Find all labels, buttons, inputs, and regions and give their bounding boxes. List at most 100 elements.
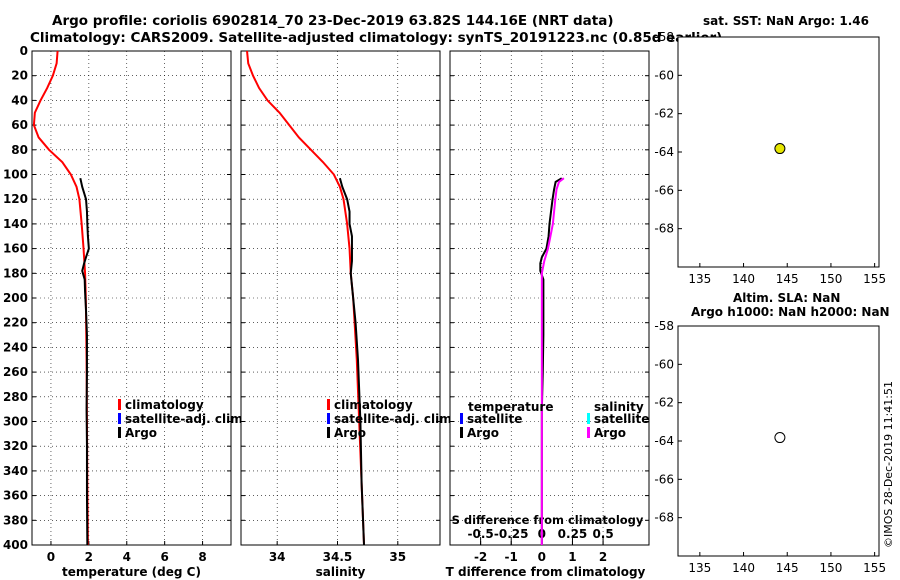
sla-map-ytick-label: -60: [654, 357, 674, 371]
sla-map-ytick-label: -64: [654, 434, 674, 448]
sal-xtick-label: 35: [389, 550, 406, 564]
diff-axes-box: [449, 50, 650, 546]
temp-legend-swatch: [118, 413, 121, 424]
depth-tick-label: 140: [3, 217, 28, 231]
depth-tick-label: 60: [11, 118, 28, 132]
temp-series-argo: [79, 177, 90, 546]
depth-tick-label: 380: [3, 513, 28, 527]
depth-tick-label: 200: [3, 291, 28, 305]
diff-sal-xtick-label: -0.25: [494, 527, 529, 541]
sla-map-xtick-label: 140: [732, 561, 755, 575]
depth-tick-label: 20: [11, 69, 28, 83]
depth-tick-label: 300: [3, 415, 28, 429]
diff-temp-legend-label: satellite: [467, 412, 522, 426]
temp-legend-swatch: [118, 399, 121, 410]
sal-legend-swatch: [327, 399, 330, 410]
diff-xtick-label: 2: [599, 550, 607, 564]
temp-xtick-label: 4: [123, 550, 131, 564]
diff-sal-axis-label: S difference from climatology: [452, 513, 644, 527]
depth-tick-label: 280: [3, 390, 28, 404]
plot-title-line1: Argo profile: coriolis 6902814_70 23-Dec…: [52, 13, 614, 29]
sal-legend-swatch: [327, 427, 330, 438]
sla-map-ytick-label: -58: [654, 319, 674, 333]
sla-map-xtick-label: 145: [776, 561, 799, 575]
depth-tick-label: 220: [3, 316, 28, 330]
temp-xlabel: temperature (deg C): [62, 565, 201, 579]
diff-sal-xtick-label: 0.25: [558, 527, 588, 541]
diff-sal-legend-label: Argo: [594, 426, 626, 440]
temp-axes-box: [31, 50, 232, 546]
depth-tick-label: 360: [3, 489, 28, 503]
sla-map-xtick-label: 155: [863, 561, 886, 575]
depth-tick-label: 260: [3, 365, 28, 379]
sst-map-ytick-label: -58: [654, 30, 674, 44]
sst-map-xtick-label: 145: [776, 272, 799, 286]
diff-sal-legend-swatch: [587, 413, 590, 424]
plot-title-line2: Climatology: CARS2009. Satellite-adjuste…: [30, 30, 723, 46]
sal-xtick-label: 34: [269, 550, 286, 564]
sal-series-argo: [338, 177, 366, 546]
sst-map-xtick-label: 140: [732, 272, 755, 286]
sst-map-argo-point: [774, 143, 786, 155]
sst-map-xtick-label: 135: [688, 272, 711, 286]
sla-map-argo-point: [774, 432, 786, 444]
sal-xtick-label: 34.5: [323, 550, 353, 564]
sst-map-ytick-label: -68: [654, 222, 674, 236]
depth-tick-label: 320: [3, 439, 28, 453]
sal-xlabel: salinity: [316, 565, 366, 579]
diff-series-s-difference-argo-: [540, 177, 565, 545]
sla-map-ytick-label: -62: [654, 396, 674, 410]
diff-temp-legend-swatch: [460, 427, 463, 438]
diff-temp-legend-label: Argo: [467, 426, 499, 440]
sal-legend-label: climatology: [334, 398, 413, 412]
sla-map-xtick-label: 135: [688, 561, 711, 575]
sal-legend-swatch: [327, 413, 330, 424]
diff-xtick-label: 1: [568, 550, 576, 564]
diff-sal-legend-label: satellite: [594, 412, 649, 426]
temp-legend-label: satellite-adj. clim.: [125, 412, 247, 426]
temp-xtick-label: 0: [47, 550, 55, 564]
diff-sal-legend-swatch: [587, 427, 590, 438]
sst-map-ytick-label: -60: [654, 68, 674, 82]
diff-legend-temp-title: temperature: [468, 400, 553, 414]
temp-legend-label: Argo: [125, 426, 157, 440]
sal-axes-box: [240, 50, 441, 546]
sst-panel-title: sat. SST: NaN Argo: 1.46: [703, 14, 869, 28]
temp-xtick-label: 2: [85, 550, 93, 564]
depth-tick-label: 120: [3, 192, 28, 206]
depth-tick-label: 40: [11, 93, 28, 107]
temp-legend-swatch: [118, 427, 121, 438]
sst-map-xtick-label: 150: [819, 272, 842, 286]
depth-tick-label: 80: [11, 143, 28, 157]
depth-tick-label: 180: [3, 266, 28, 280]
sst-map-ytick-label: -62: [654, 107, 674, 121]
diff-legend-sal-title: salinity: [594, 400, 644, 414]
diff-sal-xtick-label: 0.5: [592, 527, 613, 541]
sla-map-ytick-label: -66: [654, 472, 674, 486]
temp-xtick-label: 6: [160, 550, 168, 564]
sal-series-climatology: [246, 50, 366, 546]
sla-panel-title-line2: Argo h1000: NaN h2000: NaN: [691, 305, 890, 319]
diff-sal-xtick-label: -0.5: [467, 527, 493, 541]
diff-xtick-label: -1: [505, 550, 518, 564]
sla-panel-title-line1: Altim. SLA: NaN: [733, 291, 841, 305]
depth-tick-label: 400: [3, 538, 28, 552]
sal-legend-label: satellite-adj. clim.: [334, 412, 456, 426]
temp-xtick-label: 8: [198, 550, 206, 564]
diff-temp-legend-swatch: [460, 413, 463, 424]
diff-xtick-label: -2: [474, 550, 487, 564]
depth-tick-label: 160: [3, 242, 28, 256]
depth-tick-label: 0: [20, 44, 28, 58]
sla-map-xtick-label: 150: [819, 561, 842, 575]
diff-xtick-label: 0: [538, 550, 546, 564]
sla-map-ytick-label: -68: [654, 511, 674, 525]
sst-map-ytick-label: -64: [654, 145, 674, 159]
depth-tick-label: 240: [3, 340, 28, 354]
diff-xlabel: T difference from climatology: [446, 565, 646, 579]
sst-map-ytick-label: -66: [654, 183, 674, 197]
sal-legend-label: Argo: [334, 426, 366, 440]
depth-tick-label: 100: [3, 168, 28, 182]
temp-legend-label: climatology: [125, 398, 204, 412]
depth-tick-label: 340: [3, 464, 28, 478]
